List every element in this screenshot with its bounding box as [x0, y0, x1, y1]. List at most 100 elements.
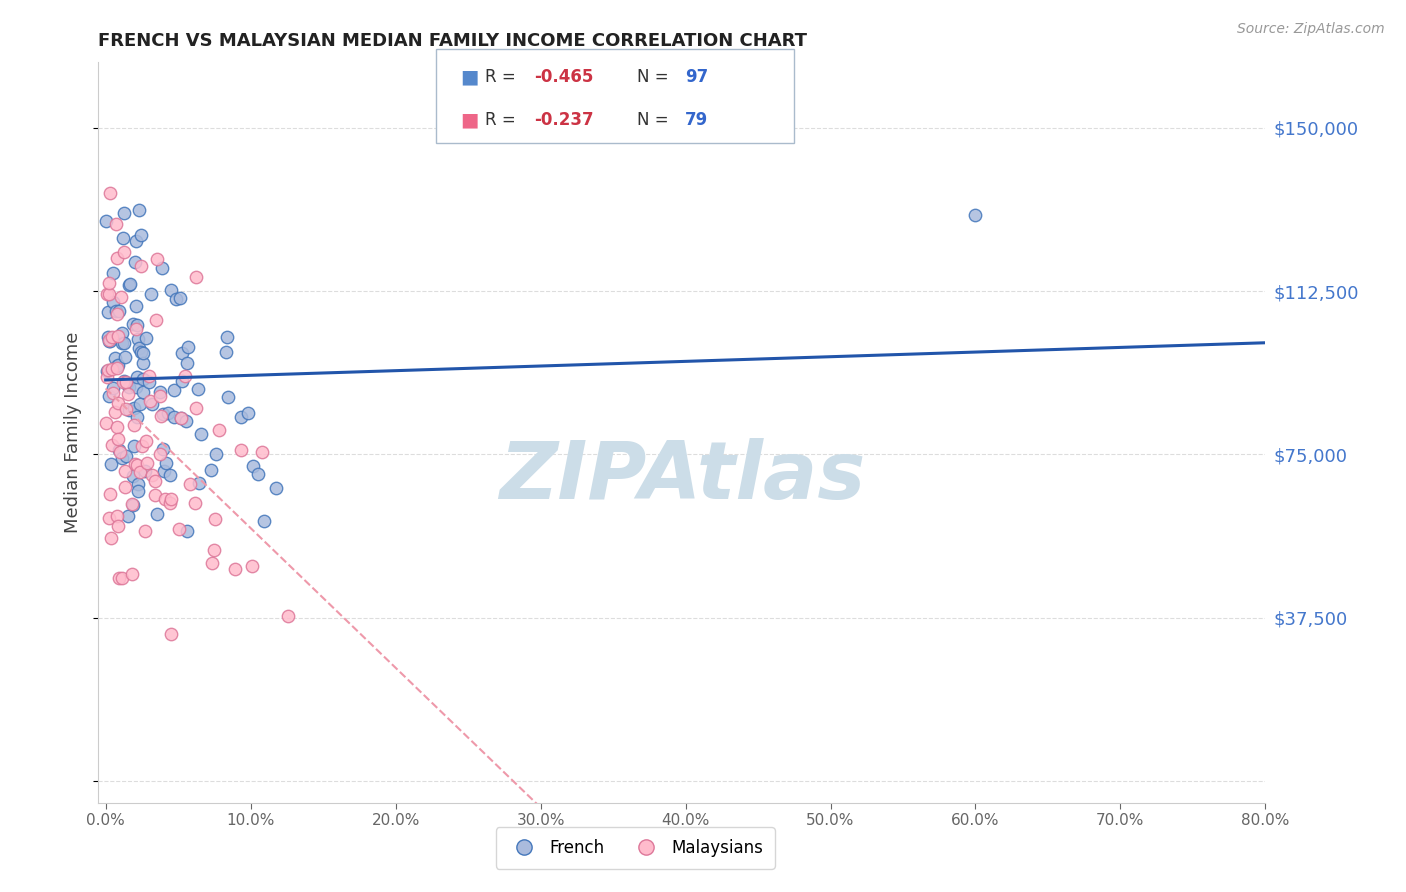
Point: [124, 457, 146, 471]
Point: [97, 305, 120, 319]
Point: [97, 330, 120, 344]
Point: [135, 331, 157, 345]
Point: [96, 370, 118, 384]
Point: [125, 458, 148, 473]
Point: [246, 467, 269, 482]
Point: [179, 477, 201, 491]
Point: [152, 407, 174, 421]
Point: [98, 186, 121, 200]
Point: [101, 362, 124, 376]
Point: [101, 385, 124, 400]
Point: [250, 445, 273, 459]
Text: N =: N =: [637, 69, 673, 87]
Point: [105, 361, 128, 376]
Point: [160, 626, 183, 640]
Point: [127, 477, 149, 491]
Point: [98, 334, 121, 349]
Point: [107, 307, 129, 321]
Point: [132, 384, 155, 399]
Point: [114, 351, 136, 365]
Point: [129, 228, 152, 243]
Point: [107, 329, 129, 343]
Point: [277, 608, 299, 623]
Point: [176, 524, 198, 538]
Point: [252, 514, 274, 528]
Y-axis label: Median Family Income: Median Family Income: [65, 332, 83, 533]
Point: [143, 475, 166, 489]
Point: [129, 397, 152, 411]
Point: [110, 290, 132, 304]
Point: [114, 465, 136, 479]
Point: [155, 456, 177, 470]
Text: FRENCH VS MALAYSIAN MEDIAN FAMILY INCOME CORRELATION CHART: FRENCH VS MALAYSIAN MEDIAN FAMILY INCOME…: [98, 32, 807, 50]
Point: [170, 410, 193, 425]
Point: [96, 287, 118, 301]
Point: [107, 432, 129, 446]
Point: [107, 571, 129, 585]
Point: [127, 483, 149, 498]
Point: [215, 344, 238, 359]
Point: [107, 358, 129, 372]
Point: [153, 464, 176, 478]
Point: [97, 363, 120, 377]
Point: [176, 356, 198, 370]
Point: [217, 390, 239, 404]
Point: [184, 401, 207, 416]
Text: ZIPAtlas: ZIPAtlas: [499, 438, 865, 516]
Point: [125, 234, 148, 248]
Point: [101, 295, 124, 310]
Point: [112, 245, 135, 260]
Point: [114, 480, 136, 494]
Point: [111, 450, 134, 465]
Point: [101, 437, 124, 451]
Point: [121, 468, 143, 483]
Point: [159, 491, 181, 506]
Point: [105, 252, 128, 266]
Point: [107, 519, 129, 533]
Text: Source: ZipAtlas.com: Source: ZipAtlas.com: [1237, 22, 1385, 37]
Point: [114, 449, 136, 463]
Point: [118, 402, 141, 417]
Point: [152, 442, 174, 457]
Point: [170, 410, 193, 425]
Point: [134, 524, 156, 539]
Point: [176, 414, 198, 428]
Point: [111, 231, 134, 245]
Point: [145, 507, 167, 521]
Point: [132, 372, 155, 386]
Point: [149, 389, 172, 403]
Point: [205, 447, 228, 461]
Text: -0.237: -0.237: [534, 111, 593, 128]
Point: [105, 420, 128, 434]
Point: [115, 375, 138, 389]
Point: [190, 427, 212, 442]
Point: [124, 254, 146, 268]
Point: [149, 384, 172, 399]
Point: [98, 510, 121, 524]
Point: [110, 335, 132, 350]
Point: [129, 259, 152, 273]
Point: [118, 277, 141, 292]
Point: [163, 409, 186, 424]
Point: [97, 333, 120, 347]
Text: 97: 97: [685, 69, 709, 87]
Point: [184, 270, 207, 285]
Point: [129, 344, 152, 359]
Point: [143, 488, 166, 502]
Point: [141, 287, 163, 301]
Point: [134, 464, 156, 478]
Point: [141, 396, 163, 410]
Point: [172, 374, 194, 388]
Point: [231, 409, 253, 424]
Point: [101, 330, 124, 344]
Point: [141, 467, 163, 482]
Text: 79: 79: [685, 111, 709, 128]
Point: [97, 276, 120, 290]
Point: [121, 317, 143, 331]
Point: [112, 335, 135, 350]
Point: [101, 381, 124, 395]
Point: [98, 487, 121, 501]
Point: [98, 388, 121, 402]
Point: [139, 393, 162, 408]
Point: [104, 351, 127, 365]
